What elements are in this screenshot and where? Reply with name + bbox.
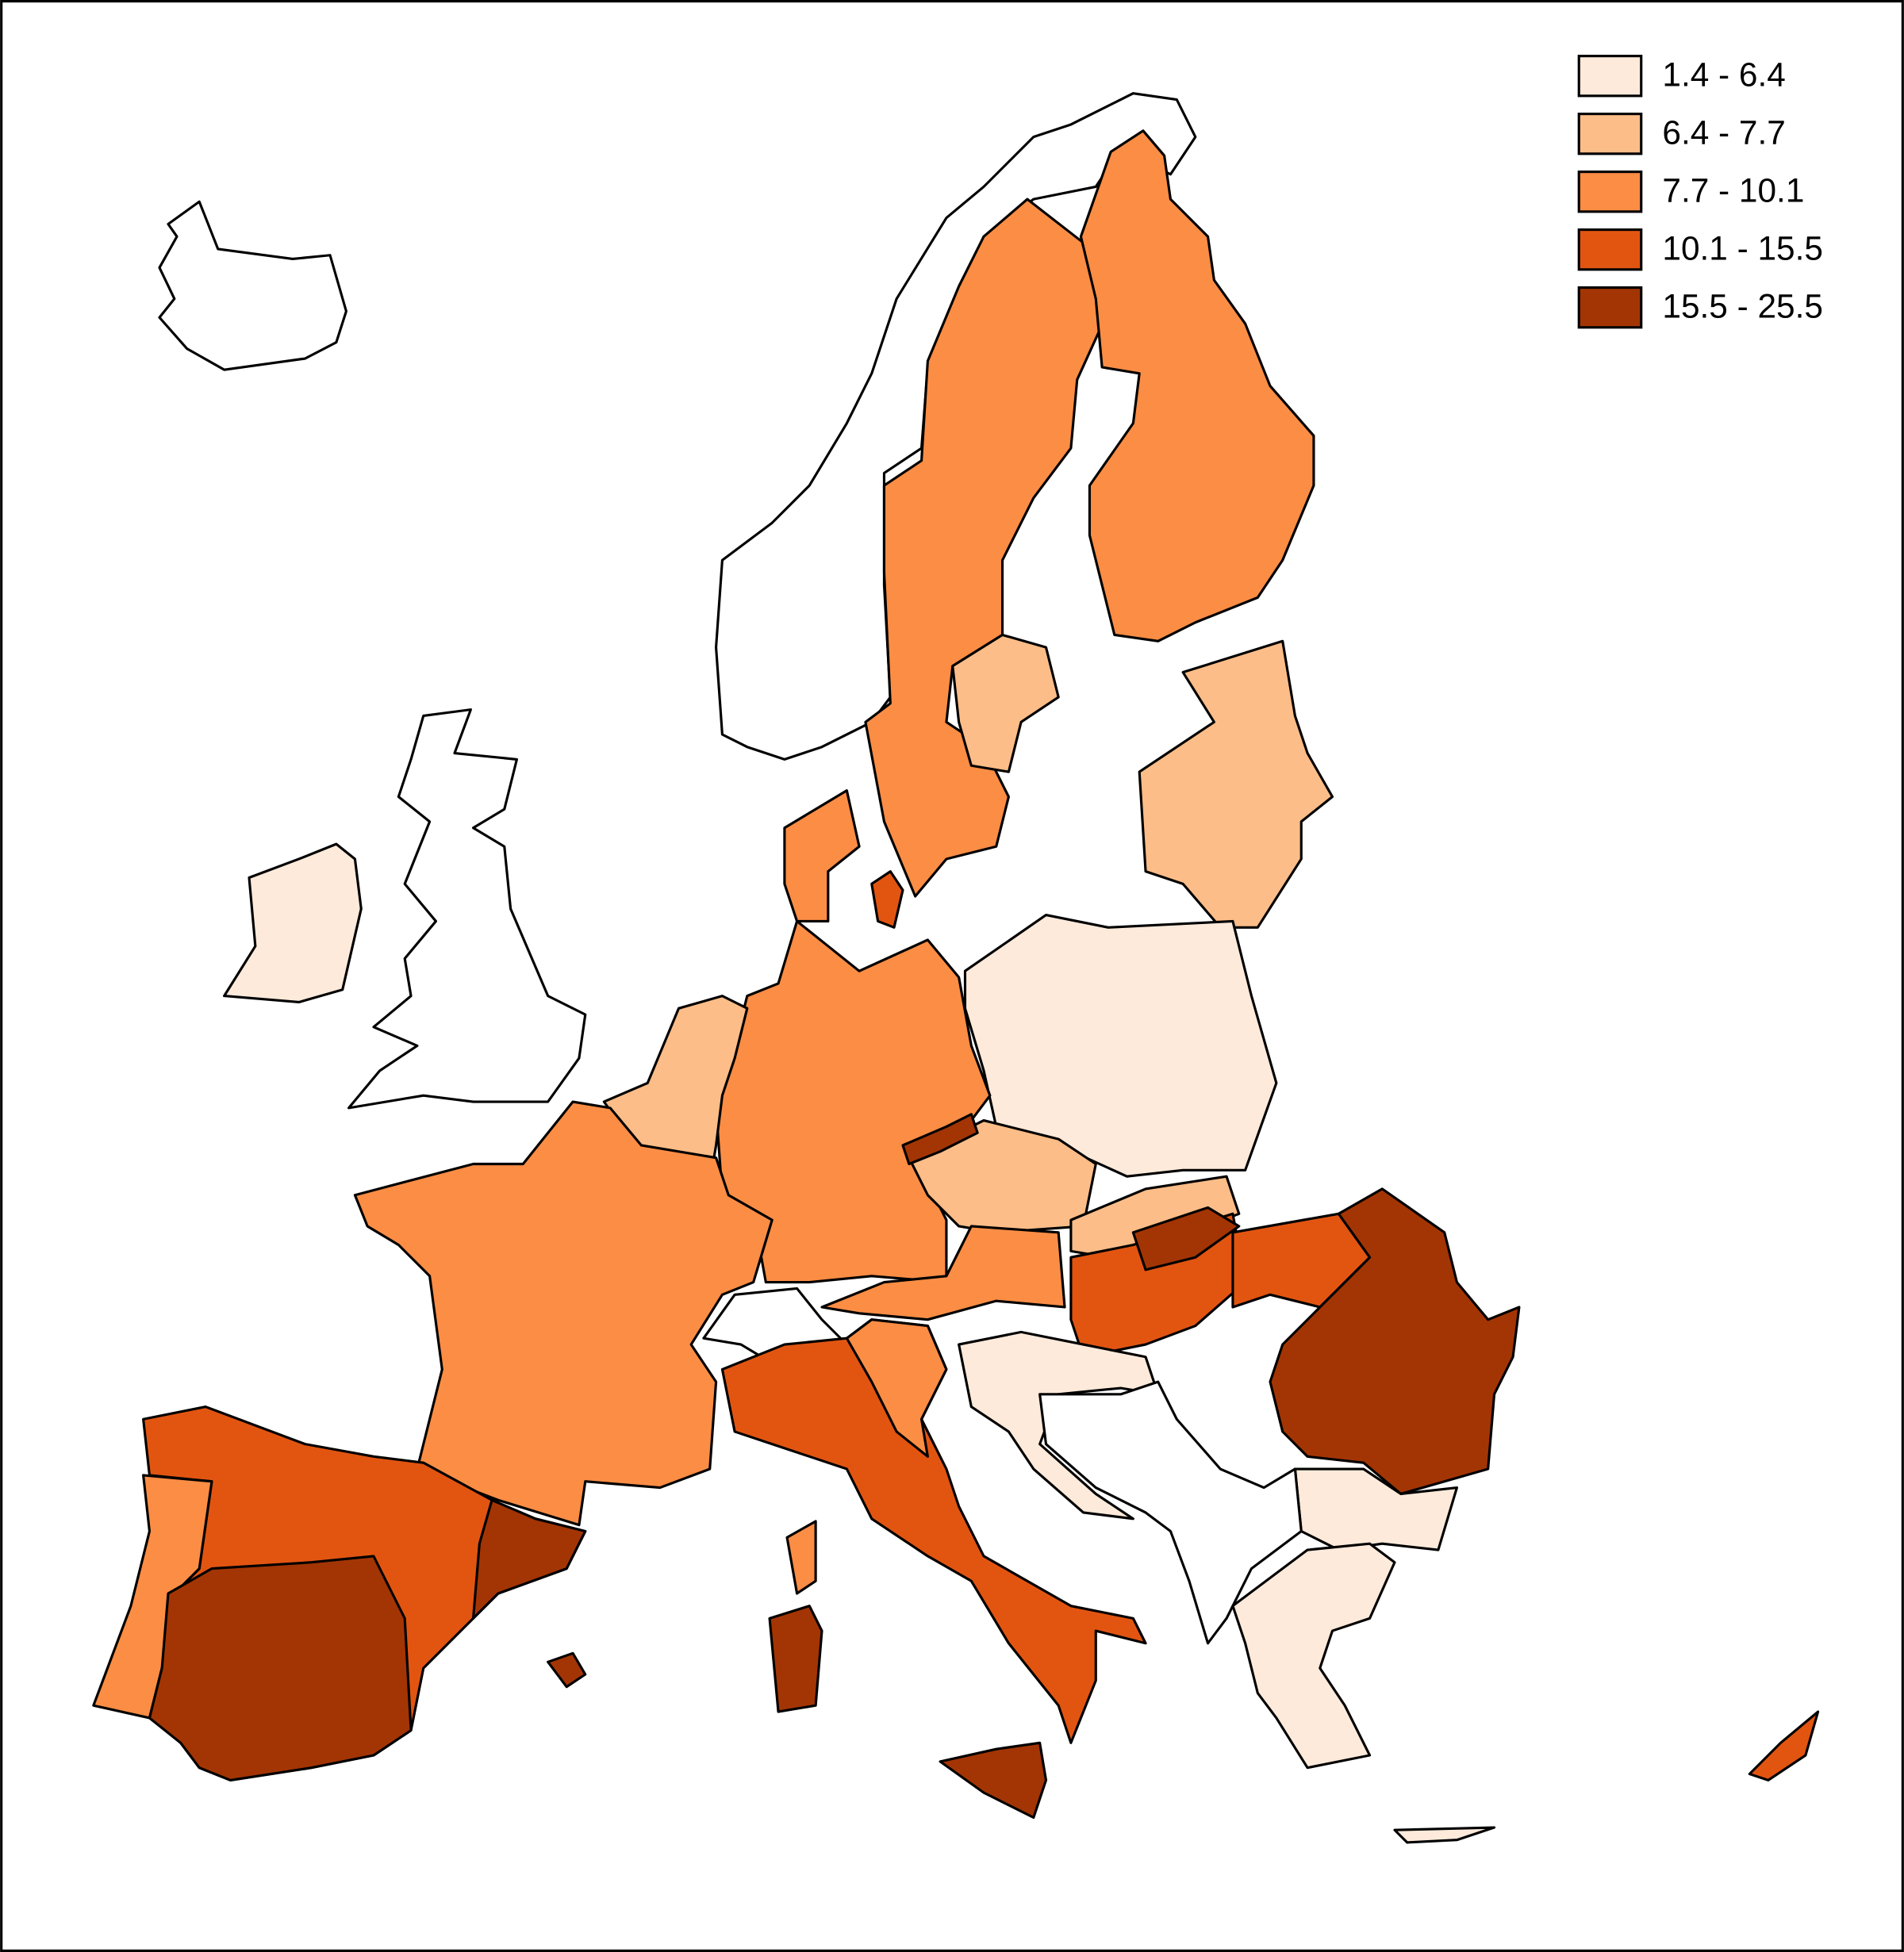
legend-label: 1.4 - 6.4 [1662,56,1785,93]
sweden [864,198,1110,898]
spain-south [148,1555,413,1781]
legend-swatch [1577,228,1643,271]
hungary-east [1131,1206,1241,1271]
romania [1269,1187,1521,1495]
poland [963,914,1278,1178]
austria [820,1225,1066,1321]
france [353,1100,774,1527]
great-britain [347,708,587,1110]
slovenia-croatia [958,1330,1160,1521]
corsica [785,1520,817,1595]
finland [1079,129,1315,642]
italy-north [845,1318,948,1458]
legend-swatch [1577,171,1643,213]
legend-swatch [1577,55,1643,98]
sardinia [768,1605,823,1713]
legend-swatch [1577,286,1643,329]
crete [1393,1826,1496,1844]
legend-label: 7.7 - 10.1 [1662,171,1804,209]
bulgaria [1293,1467,1459,1551]
baleares [547,1651,587,1689]
iceland [158,200,348,371]
catalonia [471,1498,587,1620]
legend-label: 15.5 - 25.5 [1662,287,1823,324]
baltics [1138,639,1334,929]
legend: 1.4 - 6.4 6.4 - 7.7 7.7 - 10.1 10.1 - 15.5 1… [1577,55,1823,329]
legend-label: 6.4 - 7.7 [1662,113,1785,151]
zealand [870,870,904,929]
legend-swatch [1577,113,1643,155]
czechia-west [901,1113,979,1166]
denmark [783,789,861,923]
regions [92,92,1820,1844]
cyprus [1748,1710,1820,1781]
sweden-east [951,633,1060,773]
greece [1231,1542,1396,1770]
sicily [939,1741,1048,1820]
ireland [223,842,363,1004]
balkans [1038,1380,1303,1645]
legend-label: 10.1 - 15.5 [1662,229,1823,267]
